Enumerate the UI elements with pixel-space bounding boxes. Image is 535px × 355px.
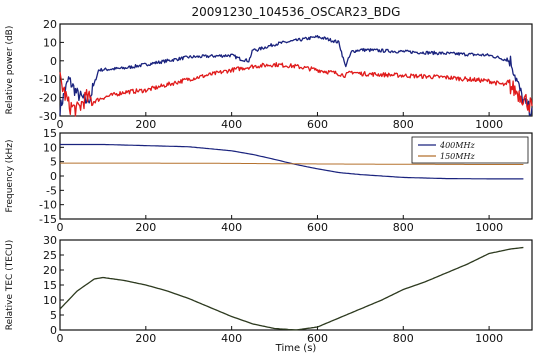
xtick-label: 0	[57, 332, 64, 345]
ytick-label: 20	[43, 18, 57, 31]
legend-frequency: 400MHz 150MHz	[411, 136, 529, 164]
ylabel-tec: Relative TEC (TECU)	[5, 240, 15, 331]
xtick-label: 0	[57, 118, 64, 131]
xtick-label: 800	[393, 118, 414, 131]
legend-label-400: 400MHz	[439, 141, 475, 150]
plot-area-power	[59, 23, 533, 117]
yticks-tec: 0 5 10 15 20 25 30	[43, 234, 64, 337]
series-line-panel0-s1	[59, 62, 533, 117]
ytick-label: 25	[43, 249, 57, 262]
xticks-tec: 0 200 400 600 800 1000	[57, 326, 503, 345]
ytick-label: 10	[43, 141, 57, 154]
ylabel-power: Relative power (dB)	[5, 26, 15, 115]
xtick-label: 400	[221, 221, 242, 234]
ytick-label: -10	[39, 199, 57, 212]
ytick-label: 0	[50, 55, 57, 68]
xtick-label: 1000	[475, 332, 503, 345]
xticks-frequency: 0 200 400 600 800 1000	[57, 215, 503, 234]
xtick-label: 200	[135, 221, 156, 234]
ytick-label: -10	[39, 73, 57, 86]
xtick-label: 200	[135, 118, 156, 131]
series-line-150mhz	[60, 162, 524, 165]
xtick-label: 800	[393, 332, 414, 345]
plot-area-tec	[59, 239, 533, 331]
xtick-label: 800	[393, 221, 414, 234]
ytick-label: 5	[50, 156, 57, 169]
xtick-label: 200	[135, 332, 156, 345]
xtick-label: 1000	[475, 221, 503, 234]
ytick-label: 10	[43, 36, 57, 49]
series-line-panel0-s0	[59, 34, 533, 117]
series-power	[59, 34, 533, 117]
xticks-power: 0 200 400 600 800 1000	[57, 112, 503, 131]
ylabel-frequency: Frequency (kHz)	[5, 139, 15, 212]
legend-label-150: 150MHz	[440, 152, 475, 161]
xtick-label: 0	[57, 221, 64, 234]
yticks-power: -30 -20 -10 0 10 20	[39, 18, 64, 123]
xtick-label: 400	[221, 118, 242, 131]
figure-title: 20091230_104536_OSCAR23_BDG	[192, 5, 401, 19]
xtick-label: 600	[307, 332, 328, 345]
ytick-label: 15	[43, 279, 57, 292]
ytick-label: -5	[46, 184, 57, 197]
series-tec	[59, 246, 524, 331]
xtick-label: 600	[307, 221, 328, 234]
ytick-label: 20	[43, 264, 57, 277]
ytick-label: 30	[43, 234, 57, 247]
ytick-label: 5	[50, 309, 57, 322]
ytick-label: -15	[39, 213, 57, 226]
series-frequency	[60, 143, 524, 180]
ytick-label: 10	[43, 294, 57, 307]
xlabel-tec: Time (s)	[275, 343, 317, 354]
panel-power: -30 -20 -10 0 10 20 0 200 400 600 800 1000 Relativ…	[5, 18, 533, 131]
ytick-label: 0	[50, 324, 57, 337]
xtick-label: 400	[221, 332, 242, 345]
legend-box	[411, 136, 529, 164]
series-line-panel2-s0	[59, 246, 524, 331]
xtick-label: 600	[307, 118, 328, 131]
ytick-label: 0	[50, 170, 57, 183]
ytick-label: -20	[39, 92, 57, 105]
ytick-label: 15	[43, 127, 57, 140]
ytick-label: -30	[39, 110, 57, 123]
xtick-label: 1000	[475, 118, 503, 131]
